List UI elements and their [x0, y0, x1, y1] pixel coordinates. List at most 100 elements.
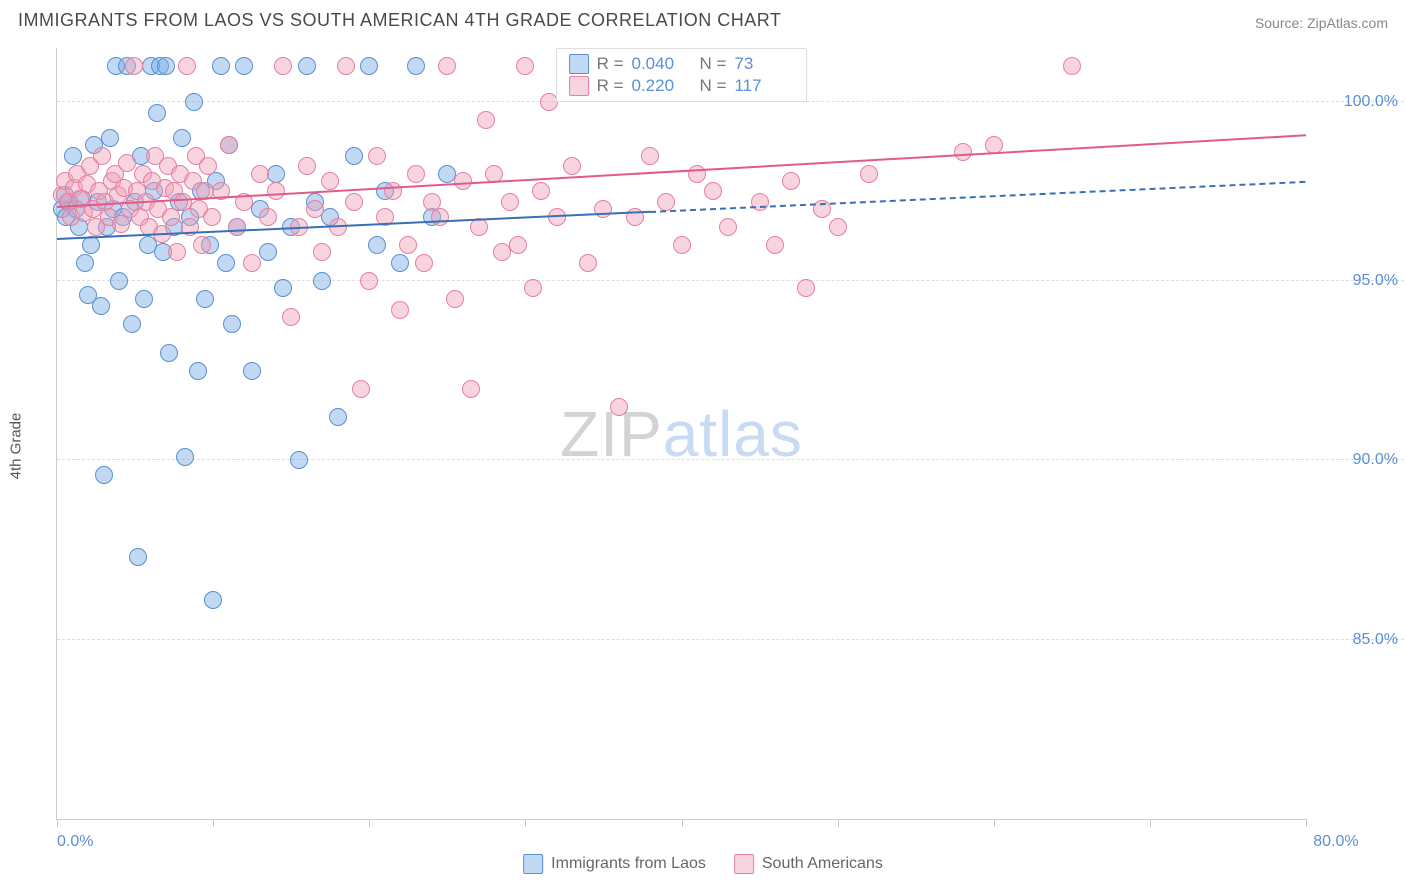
data-point [360, 57, 378, 75]
data-point [64, 147, 82, 165]
legend-label-1: South Americans [762, 855, 883, 873]
source-attribution: Source: ZipAtlas.com [1255, 15, 1388, 31]
data-point [125, 57, 143, 75]
data-point [391, 254, 409, 272]
y-tick-label: 90.0% [1318, 451, 1398, 469]
data-point [135, 290, 153, 308]
data-point [282, 308, 300, 326]
data-point [110, 272, 128, 290]
data-point [313, 243, 331, 261]
data-point [532, 182, 550, 200]
data-point [82, 236, 100, 254]
data-point [95, 466, 113, 484]
data-point [148, 104, 166, 122]
data-point [345, 147, 363, 165]
scatter-plot-area: ZIPatlas R = 0.040 N = 73 R = 0.220 N = … [56, 48, 1306, 820]
x-tick [525, 819, 526, 827]
x-tick [1306, 819, 1307, 827]
data-point [251, 165, 269, 183]
data-point [176, 448, 194, 466]
data-point [407, 165, 425, 183]
data-point [196, 290, 214, 308]
data-point [704, 182, 722, 200]
data-point [321, 172, 339, 190]
data-point [384, 182, 402, 200]
data-point [92, 297, 110, 315]
data-point [212, 57, 230, 75]
data-point [123, 315, 141, 333]
data-point [610, 398, 628, 416]
legend-item-1: South Americans [734, 854, 883, 874]
y-axis-label: 4th Grade [8, 413, 25, 480]
trend-line [650, 181, 1306, 213]
series-legend: Immigrants from Laos South Americans [523, 854, 883, 874]
data-point [168, 243, 186, 261]
data-point [501, 193, 519, 211]
data-point [673, 236, 691, 254]
data-point [217, 254, 235, 272]
x-tick [994, 819, 995, 827]
data-point [199, 157, 217, 175]
data-point [204, 591, 222, 609]
data-point [829, 218, 847, 236]
data-point [797, 279, 815, 297]
data-point [954, 143, 972, 161]
data-point [477, 111, 495, 129]
y-tick-label: 100.0% [1318, 93, 1398, 111]
data-point [220, 136, 238, 154]
data-point [688, 165, 706, 183]
data-point [259, 208, 277, 226]
chart-header: IMMIGRANTS FROM LAOS VS SOUTH AMERICAN 4… [0, 0, 1406, 39]
legend-label-0: Immigrants from Laos [551, 855, 706, 873]
data-point [101, 129, 119, 147]
data-point [243, 362, 261, 380]
data-point [399, 236, 417, 254]
data-point [157, 57, 175, 75]
data-point [203, 208, 221, 226]
data-point [1063, 57, 1081, 75]
data-point [470, 218, 488, 236]
y-tick-label: 95.0% [1318, 272, 1398, 290]
legend-swatch-bottom-1 [734, 854, 754, 874]
data-point [178, 57, 196, 75]
data-point [516, 57, 534, 75]
legend-swatch-1 [569, 76, 589, 96]
data-point [360, 272, 378, 290]
data-point [267, 182, 285, 200]
data-point [657, 193, 675, 211]
x-tick [369, 819, 370, 827]
data-point [751, 193, 769, 211]
data-point [193, 236, 211, 254]
data-point [298, 57, 316, 75]
gridline [57, 639, 1404, 640]
data-point [641, 147, 659, 165]
data-point [306, 200, 324, 218]
x-tick [213, 819, 214, 827]
legend-row-series-1: R = 0.220 N = 117 [569, 75, 795, 97]
data-point [446, 290, 464, 308]
gridline [57, 280, 1404, 281]
data-point [160, 344, 178, 362]
data-point [228, 218, 246, 236]
data-point [235, 57, 253, 75]
data-point [223, 315, 241, 333]
data-point [173, 129, 191, 147]
data-point [162, 208, 180, 226]
x-tick [838, 819, 839, 827]
data-point [352, 380, 370, 398]
legend-swatch-bottom-0 [523, 854, 543, 874]
data-point [185, 93, 203, 111]
data-point [243, 254, 261, 272]
data-point [391, 301, 409, 319]
data-point [579, 254, 597, 272]
data-point [337, 57, 355, 75]
data-point [462, 380, 480, 398]
x-tick [682, 819, 683, 827]
data-point [345, 193, 363, 211]
data-point [313, 272, 331, 290]
legend-swatch-0 [569, 54, 589, 74]
data-point [415, 254, 433, 272]
x-tick-label-first: 0.0% [57, 833, 93, 851]
data-point [267, 165, 285, 183]
data-point [563, 157, 581, 175]
